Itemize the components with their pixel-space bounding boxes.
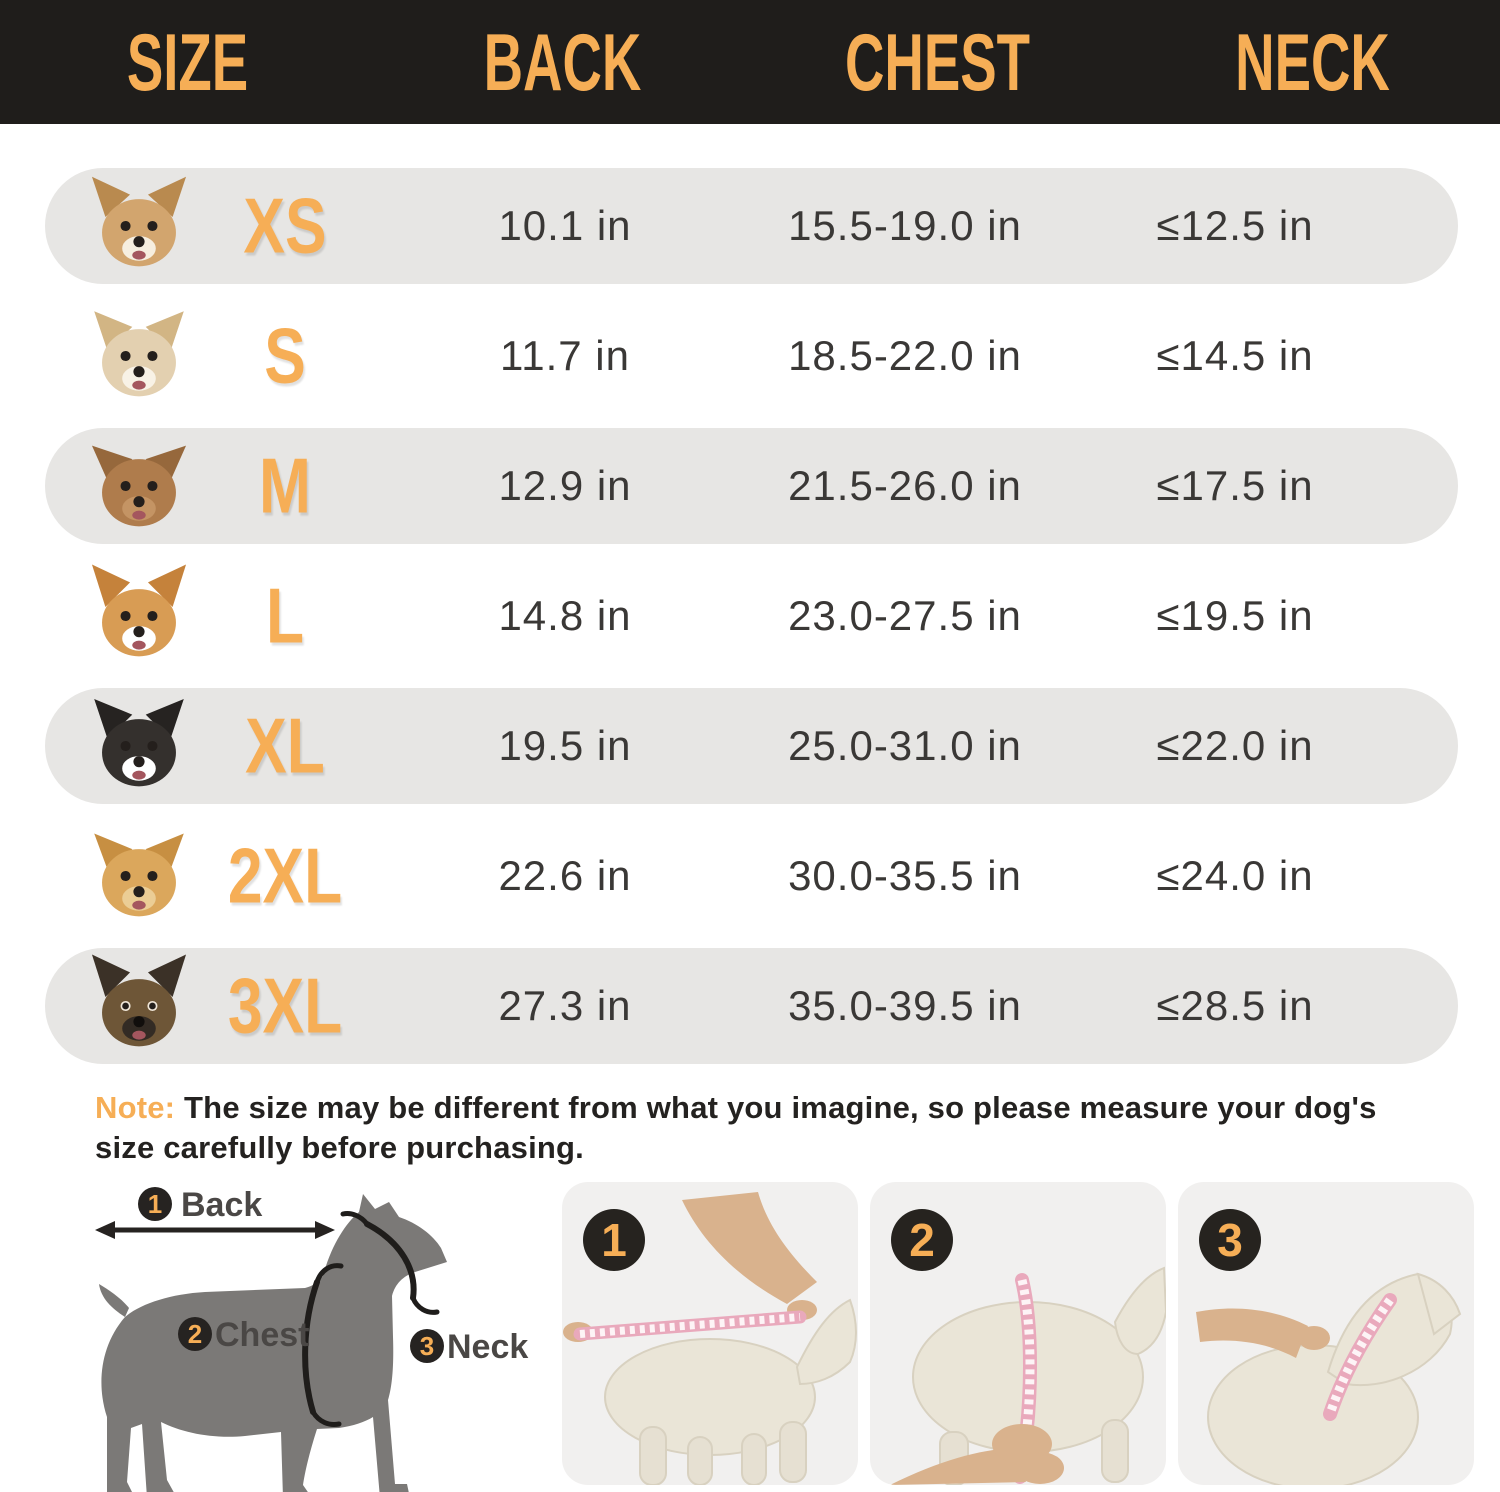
dog-photo-border-collie	[83, 690, 195, 802]
size-table: XS 10.1 in 15.5-19.0 in ≤12.5 in S 11.7 …	[0, 168, 1500, 1064]
dog-silhouette	[101, 1194, 447, 1492]
chest-value: 25.0-31.0 in	[788, 722, 1022, 769]
neck-value: ≤22.0 in	[1156, 722, 1314, 769]
measure-neck-illustration: 3	[1196, 1209, 1462, 1485]
table-row-3xl: 3XL 27.3 in 35.0-39.5 in ≤28.5 in	[45, 948, 1458, 1064]
measuring-tape-ticks	[579, 1313, 801, 1338]
dog-face-illustration	[91, 564, 187, 657]
neck-value: ≤19.5 in	[1156, 592, 1314, 639]
back-diagram-label: Back	[181, 1186, 262, 1224]
measuring-tape-ticks	[1325, 1297, 1394, 1416]
hand-illustration	[1016, 1452, 1064, 1484]
dog-face-illustration	[94, 311, 184, 397]
size-label: XL	[245, 702, 325, 790]
chest-value: 35.0-39.5 in	[788, 982, 1022, 1029]
note-label: Note:	[95, 1090, 176, 1125]
hand-illustration	[1298, 1326, 1330, 1350]
measuring-guide: 1 Back 2 Chest 3 Neck	[0, 1182, 1500, 1492]
back-value: 22.6 in	[498, 852, 632, 899]
back-value: 11.7 in	[500, 332, 630, 379]
neck-value: ≤14.5 in	[1156, 332, 1314, 379]
table-row-s: S 11.7 in 18.5-22.0 in ≤14.5 in	[45, 298, 1458, 414]
chest-badge-number: 2	[188, 1319, 202, 1349]
chest-measure-arrow	[302, 1279, 320, 1415]
back-value: 14.8 in	[498, 592, 632, 639]
table-row-xl: XL 19.5 in 25.0-31.0 in ≤22.0 in	[45, 688, 1458, 804]
neck-badge-number: 3	[420, 1331, 434, 1361]
step-badge-number: 3	[1217, 1214, 1243, 1266]
hand-illustration	[682, 1192, 817, 1304]
measurement-diagram: 1 Back 2 Chest 3 Neck	[55, 1182, 550, 1492]
chest-number-badge	[178, 1317, 212, 1351]
measure-step-photo-back: 1	[562, 1182, 858, 1485]
mannequin-muzzle	[1416, 1272, 1462, 1336]
column-header-neck: NECK	[1235, 15, 1390, 108]
size-label: 2XL	[227, 832, 343, 920]
dog-silhouette-diagram: 1 Back 2 Chest 3 Neck	[95, 1186, 528, 1492]
measure-step-photo-chest: 2	[870, 1182, 1166, 1485]
table-row-xs: XS 10.1 in 15.5-19.0 in ≤12.5 in	[45, 168, 1458, 284]
chest-value: 23.0-27.5 in	[788, 592, 1022, 639]
size-label: 3XL	[227, 962, 343, 1050]
mannequin-head	[1113, 1266, 1166, 1356]
dog-face-illustration	[91, 954, 187, 1047]
hand-illustration	[890, 1448, 1026, 1485]
size-label: XS	[243, 182, 327, 270]
back-badge-number: 1	[148, 1189, 162, 1219]
dog-photo-german-shepherd	[83, 950, 195, 1062]
measure-step-photo-neck: 3	[1178, 1182, 1474, 1485]
column-header-back: BACK	[483, 15, 642, 108]
step-badge	[891, 1209, 953, 1271]
size-label: L	[265, 572, 305, 660]
dog-photo-corgi	[83, 560, 195, 672]
dog-tail	[99, 1284, 129, 1317]
neck-number-badge	[410, 1329, 444, 1363]
step-badge-number: 2	[909, 1214, 935, 1266]
neck-measure-arrow	[364, 1221, 417, 1301]
dog-face-illustration	[94, 833, 184, 917]
dog-face-illustration	[91, 445, 187, 527]
back-value: 10.1 in	[498, 202, 632, 249]
step-badge	[1199, 1209, 1261, 1271]
chest-value: 30.0-35.5 in	[788, 852, 1022, 899]
size-label: M	[259, 442, 311, 530]
back-value: 19.5 in	[498, 722, 632, 769]
neck-value: ≤12.5 in	[1156, 202, 1314, 249]
measure-back-illustration: 1	[563, 1192, 857, 1485]
note-text: The size may be different from what you …	[95, 1090, 1377, 1165]
neck-value: ≤24.0 in	[1156, 852, 1314, 899]
column-header-size: SIZE	[126, 15, 249, 108]
neck-diagram-label: Neck	[447, 1328, 528, 1366]
dog-photo-golden-retriever	[83, 820, 195, 932]
sizing-note: Note: The size may be different from wha…	[95, 1088, 1385, 1168]
column-header-chest: CHEST	[844, 15, 1031, 108]
table-header: SIZE BACK CHEST NECK	[0, 0, 1500, 124]
neck-value: ≤17.5 in	[1156, 462, 1314, 509]
table-row-m: M 12.9 in 21.5-26.0 in ≤17.5 in	[45, 428, 1458, 544]
back-number-badge	[138, 1187, 172, 1221]
dog-face-illustration	[94, 698, 184, 787]
chest-value: 18.5-22.0 in	[788, 332, 1022, 379]
back-value: 12.9 in	[498, 462, 632, 509]
dog-photo-havanese	[83, 300, 195, 412]
mannequin-head	[795, 1298, 857, 1386]
back-value: 27.3 in	[498, 982, 632, 1029]
dog-photo-chihuahua	[83, 170, 195, 282]
dog-face-illustration	[91, 176, 187, 267]
chest-value: 21.5-26.0 in	[788, 462, 1022, 509]
chest-value: 15.5-19.0 in	[788, 202, 1022, 249]
measure-chest-illustration: 2	[890, 1209, 1166, 1485]
step-badge	[583, 1209, 645, 1271]
table-row-l: L 14.8 in 23.0-27.5 in ≤19.5 in	[45, 558, 1458, 674]
chest-diagram-label: Chest	[215, 1316, 309, 1354]
size-label: S	[264, 312, 306, 400]
hand-illustration	[1196, 1308, 1308, 1358]
step-badge-number: 1	[601, 1214, 627, 1266]
table-row-2xl: 2XL 22.6 in 30.0-35.5 in ≤24.0 in	[45, 818, 1458, 934]
dog-photo-poodle	[83, 430, 195, 542]
neck-value: ≤28.5 in	[1156, 982, 1314, 1029]
